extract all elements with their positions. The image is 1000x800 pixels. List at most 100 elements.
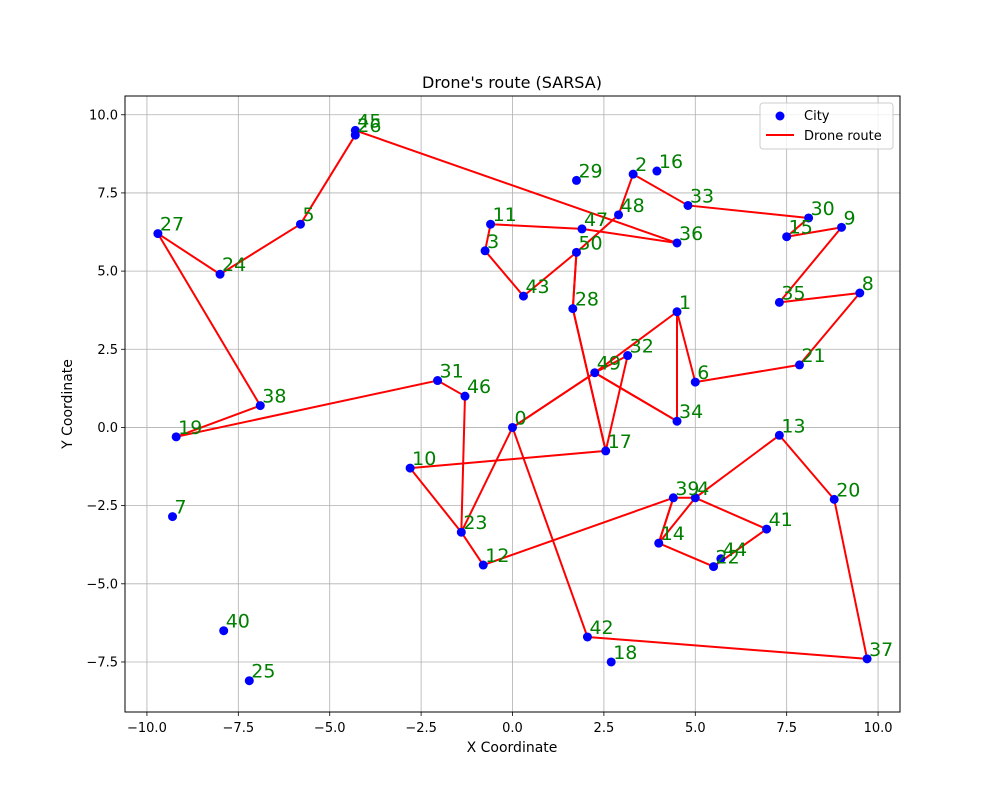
city-point	[486, 219, 496, 229]
city-label: 16	[659, 151, 683, 173]
city-point	[577, 224, 587, 234]
city-point	[350, 125, 360, 135]
y-tick-label: 7.5	[97, 186, 118, 201]
route-segment	[354, 129, 679, 244]
y-tick-label: 2.5	[97, 343, 118, 358]
city-point	[433, 376, 443, 386]
city-label: 11	[493, 204, 517, 226]
route-segment	[511, 371, 596, 429]
city-label: 46	[467, 376, 491, 398]
route-segment	[571, 251, 578, 310]
y-tick-label: −2.5	[86, 499, 118, 514]
city-point	[862, 654, 872, 664]
y-tick-label: 5.0	[97, 265, 118, 280]
city-label: 17	[608, 431, 632, 453]
city-points	[153, 125, 872, 686]
route-segment	[484, 223, 492, 252]
route-segment	[586, 635, 869, 660]
city-point	[628, 169, 638, 179]
legend-city-label: City	[804, 109, 830, 124]
city-point	[654, 538, 664, 548]
city-label: 31	[440, 361, 464, 383]
city-label: 48	[621, 195, 645, 217]
city-point	[709, 562, 719, 572]
route-segment	[604, 354, 629, 452]
city-labels: 0123456789101112131415161718192021222324…	[160, 110, 893, 682]
route-segment	[694, 434, 781, 499]
route-segment	[484, 249, 525, 298]
city-label: 26	[357, 115, 381, 137]
route-segment	[694, 496, 768, 531]
route-segment	[833, 498, 869, 660]
city-label: 22	[716, 547, 740, 569]
city-label: 6	[697, 362, 709, 384]
route-segment	[409, 467, 463, 534]
city-point	[652, 166, 662, 176]
city-label: 18	[613, 642, 637, 664]
route-segment	[409, 449, 607, 470]
drone-route	[156, 129, 869, 660]
city-label: 34	[679, 401, 703, 423]
city-label: 28	[575, 289, 599, 311]
city-label: 49	[597, 353, 621, 375]
x-tick-label: −5.0	[314, 721, 346, 736]
city-label: 50	[578, 232, 602, 254]
city-point	[837, 222, 847, 232]
route-segment	[778, 291, 861, 304]
city-point	[690, 493, 700, 503]
route-segment	[156, 232, 262, 407]
x-tick-label: −7.5	[223, 721, 255, 736]
city-label: 15	[789, 217, 813, 239]
city-point	[614, 210, 624, 220]
city-point	[829, 494, 839, 504]
city-point	[855, 288, 865, 298]
y-tick-label: −7.5	[86, 655, 118, 670]
legend-route-label: Drone route	[804, 129, 882, 144]
city-label: 40	[226, 611, 250, 633]
route-segment	[489, 223, 583, 230]
city-point	[794, 360, 804, 370]
city-point	[518, 291, 528, 301]
city-label: 21	[801, 345, 825, 367]
route-segment	[593, 310, 679, 374]
city-point	[460, 391, 470, 401]
route-segment	[657, 496, 675, 545]
route-segment	[694, 363, 801, 384]
city-point	[478, 560, 488, 570]
route-segment	[299, 134, 357, 226]
route-segment	[657, 496, 697, 545]
city-label: 42	[589, 617, 613, 639]
route-segment	[580, 227, 679, 244]
city-label: 45	[357, 110, 381, 132]
city-label: 9	[844, 207, 856, 229]
city-label: 27	[160, 214, 184, 236]
city-point	[672, 238, 682, 248]
legend-city-marker	[775, 111, 785, 121]
route-segment	[798, 291, 861, 366]
x-tick-label: 7.5	[776, 721, 797, 736]
route-segment	[778, 434, 836, 501]
city-label: 12	[485, 545, 509, 567]
city-point	[215, 269, 225, 279]
city-point	[295, 219, 305, 229]
city-label: 1	[679, 292, 691, 314]
city-point	[171, 432, 181, 442]
route-segment	[686, 204, 810, 219]
legend: City Drone route	[759, 102, 894, 150]
x-tick-label: 10.0	[864, 721, 893, 736]
city-label: 4	[697, 478, 709, 500]
route-segment	[482, 496, 675, 567]
route-segment	[785, 226, 843, 238]
city-point	[590, 368, 600, 378]
route-segment	[511, 426, 589, 638]
route-segment	[617, 173, 635, 216]
city-label: 25	[251, 661, 275, 683]
city-label: 39	[675, 478, 699, 500]
city-label: 41	[769, 509, 793, 531]
city-label: 0	[515, 407, 527, 429]
city-point	[480, 246, 490, 256]
city-label: 35	[781, 282, 805, 304]
city-label: 44	[723, 539, 747, 561]
